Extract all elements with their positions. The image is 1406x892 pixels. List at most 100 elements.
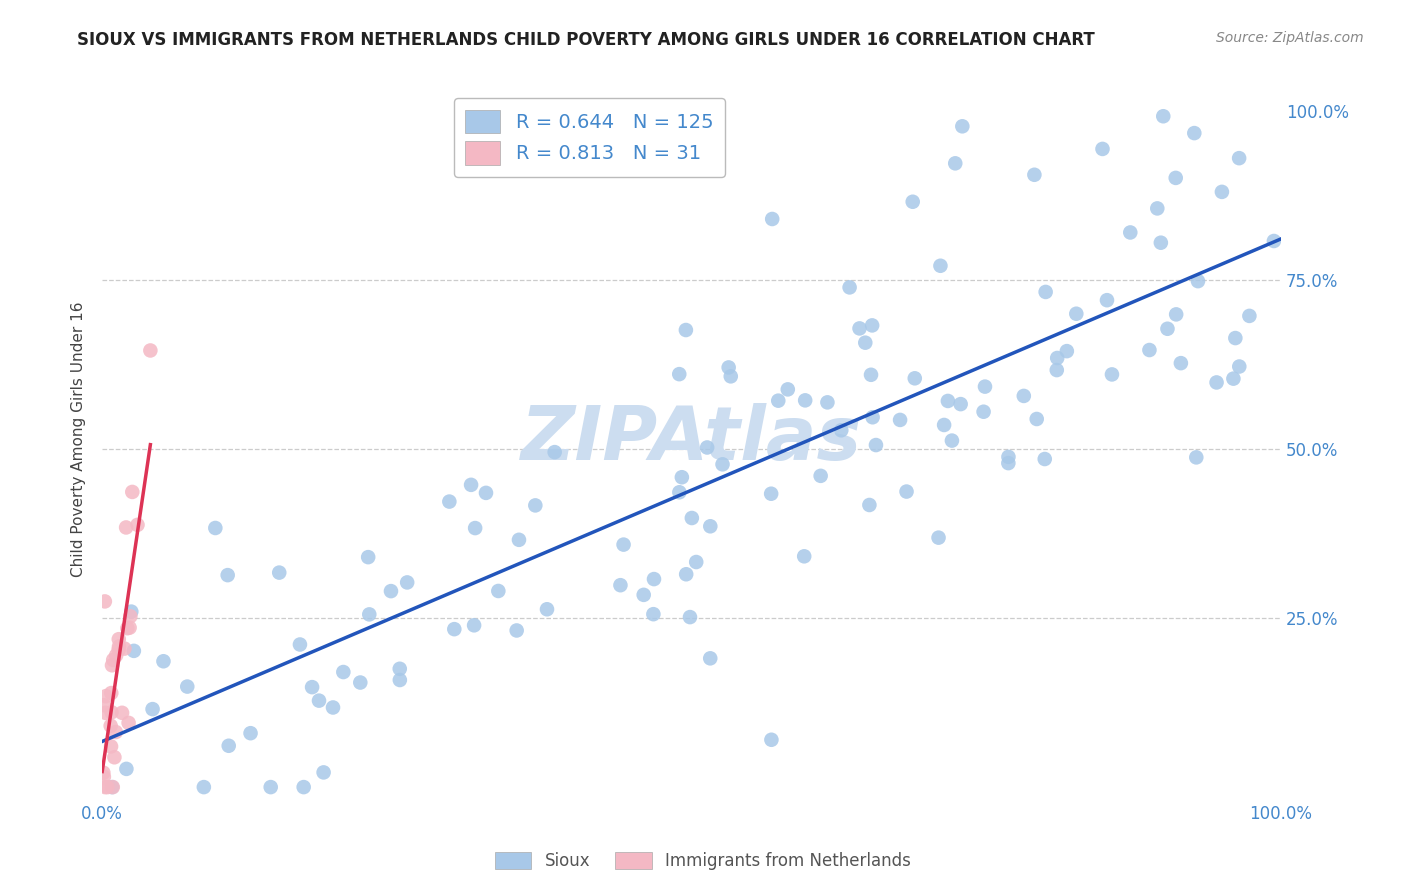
Point — [292, 780, 315, 794]
Point — [997, 456, 1019, 470]
Point — [671, 470, 693, 484]
Point — [941, 434, 963, 448]
Point — [643, 572, 665, 586]
Point — [675, 567, 697, 582]
Point — [794, 393, 817, 408]
Point — [609, 578, 631, 592]
Point — [332, 665, 354, 679]
Point — [359, 607, 381, 622]
Point — [949, 397, 972, 411]
Point — [94, 594, 117, 608]
Point — [524, 499, 547, 513]
Point — [380, 584, 402, 599]
Point — [1035, 285, 1057, 299]
Point — [950, 120, 973, 134]
Point — [1239, 309, 1261, 323]
Point — [810, 468, 832, 483]
Point — [793, 549, 815, 564]
Point — [1225, 331, 1247, 345]
Point — [815, 395, 838, 409]
Point — [260, 780, 283, 794]
Point — [1211, 185, 1233, 199]
Point — [127, 517, 149, 532]
Point — [217, 568, 239, 582]
Point — [117, 715, 139, 730]
Point — [853, 335, 876, 350]
Point — [100, 739, 122, 754]
Point — [443, 622, 465, 636]
Point — [1066, 307, 1088, 321]
Point — [204, 521, 226, 535]
Point — [1046, 363, 1069, 377]
Point — [100, 719, 122, 733]
Point — [460, 478, 482, 492]
Point — [613, 538, 636, 552]
Point — [1156, 322, 1178, 336]
Point — [94, 706, 117, 720]
Point — [120, 605, 142, 619]
Point — [301, 680, 323, 694]
Point — [505, 624, 527, 638]
Point — [463, 618, 485, 632]
Point — [218, 739, 240, 753]
Point — [776, 383, 799, 397]
Point — [761, 732, 783, 747]
Point — [761, 212, 783, 227]
Point — [101, 780, 124, 794]
Point — [118, 621, 141, 635]
Point — [1166, 307, 1188, 321]
Legend: R = 0.644   N = 125, R = 0.813   N = 31: R = 0.644 N = 125, R = 0.813 N = 31 — [454, 98, 725, 177]
Point — [1033, 452, 1056, 467]
Point — [486, 584, 509, 599]
Point — [122, 644, 145, 658]
Legend: Sioux, Immigrants from Netherlands: Sioux, Immigrants from Netherlands — [488, 845, 918, 877]
Point — [675, 323, 697, 337]
Point — [699, 651, 721, 665]
Point — [1091, 142, 1114, 156]
Point — [699, 519, 721, 533]
Point — [858, 498, 880, 512]
Point — [1119, 226, 1142, 240]
Text: SIOUX VS IMMIGRANTS FROM NETHERLANDS CHILD POVERTY AMONG GIRLS UNDER 16 CORRELAT: SIOUX VS IMMIGRANTS FROM NETHERLANDS CHI… — [77, 31, 1095, 49]
Point — [288, 638, 311, 652]
Point — [943, 156, 966, 170]
Point — [96, 780, 118, 794]
Point — [1182, 126, 1205, 140]
Point — [929, 259, 952, 273]
Point — [101, 780, 124, 794]
Point — [720, 369, 742, 384]
Point — [357, 550, 380, 565]
Point — [508, 533, 530, 547]
Point — [107, 632, 129, 647]
Point — [717, 360, 740, 375]
Point — [121, 485, 143, 500]
Point — [93, 698, 115, 713]
Point — [1227, 151, 1250, 165]
Point — [997, 450, 1019, 464]
Point — [679, 610, 702, 624]
Point — [848, 321, 870, 335]
Point — [759, 487, 782, 501]
Point — [643, 607, 665, 622]
Point — [901, 194, 924, 209]
Point — [896, 484, 918, 499]
Point — [308, 693, 330, 707]
Point — [312, 765, 335, 780]
Point — [114, 641, 136, 656]
Point — [1025, 412, 1047, 426]
Point — [103, 653, 125, 667]
Point — [904, 371, 927, 385]
Point — [101, 658, 124, 673]
Point — [117, 621, 139, 635]
Point — [388, 673, 411, 687]
Point — [176, 680, 198, 694]
Point — [439, 494, 461, 508]
Point — [860, 318, 883, 333]
Point — [349, 675, 371, 690]
Point — [94, 689, 117, 703]
Point — [668, 485, 690, 500]
Point — [838, 280, 860, 294]
Point — [396, 575, 419, 590]
Point — [1222, 371, 1244, 385]
Point — [932, 417, 955, 432]
